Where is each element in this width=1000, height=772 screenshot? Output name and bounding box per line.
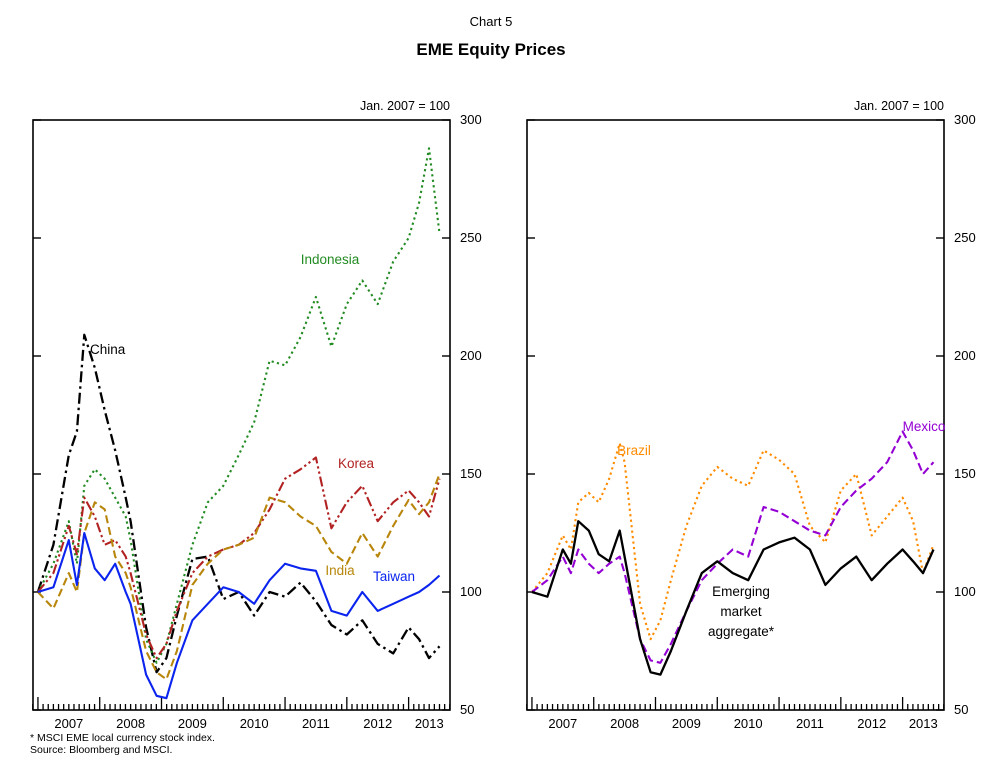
series-label-mexico: Mexico: [902, 419, 946, 434]
plot-box: [526, 119, 945, 711]
x-tick-label: 2008: [610, 716, 640, 731]
page-title: EME Equity Prices: [416, 40, 566, 59]
y-tick-label: 100: [954, 584, 976, 599]
chart-number-label: Chart 5: [469, 14, 513, 29]
x-tick-label: 2008: [116, 716, 146, 731]
x-tick-label: 2012: [857, 716, 887, 731]
right-panel: [526, 119, 945, 711]
series-line-india: [37, 473, 441, 681]
x-tick-label: 2012: [363, 716, 393, 731]
x-tick-label: 2007: [548, 716, 578, 731]
x-tick-label: 2013: [414, 716, 444, 731]
x-tick-label: 2009: [177, 716, 207, 731]
series-label-indonesia: Indonesia: [300, 252, 360, 267]
series-label-taiwan: Taiwan: [372, 569, 416, 584]
series-line-indonesia: [36, 147, 441, 664]
y-tick-label: 100: [460, 584, 482, 599]
series-label-india: India: [325, 563, 355, 578]
series-line-china: [36, 333, 441, 674]
series-label-china: China: [90, 342, 126, 357]
y-tick-label: 150: [460, 466, 482, 481]
x-tick-label: 2010: [239, 716, 269, 731]
footnote-index-note: * MSCI EME local currency stock index.: [30, 732, 215, 744]
plot-box: [32, 119, 451, 711]
series-line-mexico: [531, 430, 935, 664]
y-tick-label: 50: [460, 702, 475, 717]
y-tick-label: 250: [460, 230, 482, 245]
left-panel: [32, 119, 451, 711]
series-line-korea: [37, 456, 441, 660]
y-tick-label: 50: [954, 702, 969, 717]
y-tick-label: 300: [954, 112, 976, 127]
y-tick-label: 200: [460, 348, 482, 363]
x-tick-label: 2011: [795, 716, 824, 731]
right-panel-unit-label: Jan. 2007 = 100: [853, 99, 944, 113]
x-tick-label: 2010: [733, 716, 763, 731]
series-line-emerging-market-aggregate: [531, 520, 935, 676]
y-tick-label: 200: [954, 348, 976, 363]
y-tick-label: 250: [954, 230, 976, 245]
x-tick-label: 2009: [671, 716, 701, 731]
x-tick-label: 2011: [301, 716, 330, 731]
series-label-korea: Korea: [337, 456, 375, 471]
left-panel-unit-label: Jan. 2007 = 100: [359, 99, 450, 113]
series-line-brazil: [531, 442, 935, 641]
y-tick-label: 150: [954, 466, 976, 481]
series-label-emerging: Emerging market aggregate*: [707, 584, 775, 639]
y-tick-label: 300: [460, 112, 482, 127]
x-tick-label: 2007: [54, 716, 84, 731]
series-label-brazil: Brazil: [617, 443, 651, 458]
footnote-source: Source: Bloomberg and MSCI.: [30, 744, 173, 756]
x-tick-label: 2013: [908, 716, 938, 731]
series-line-taiwan: [37, 531, 441, 700]
